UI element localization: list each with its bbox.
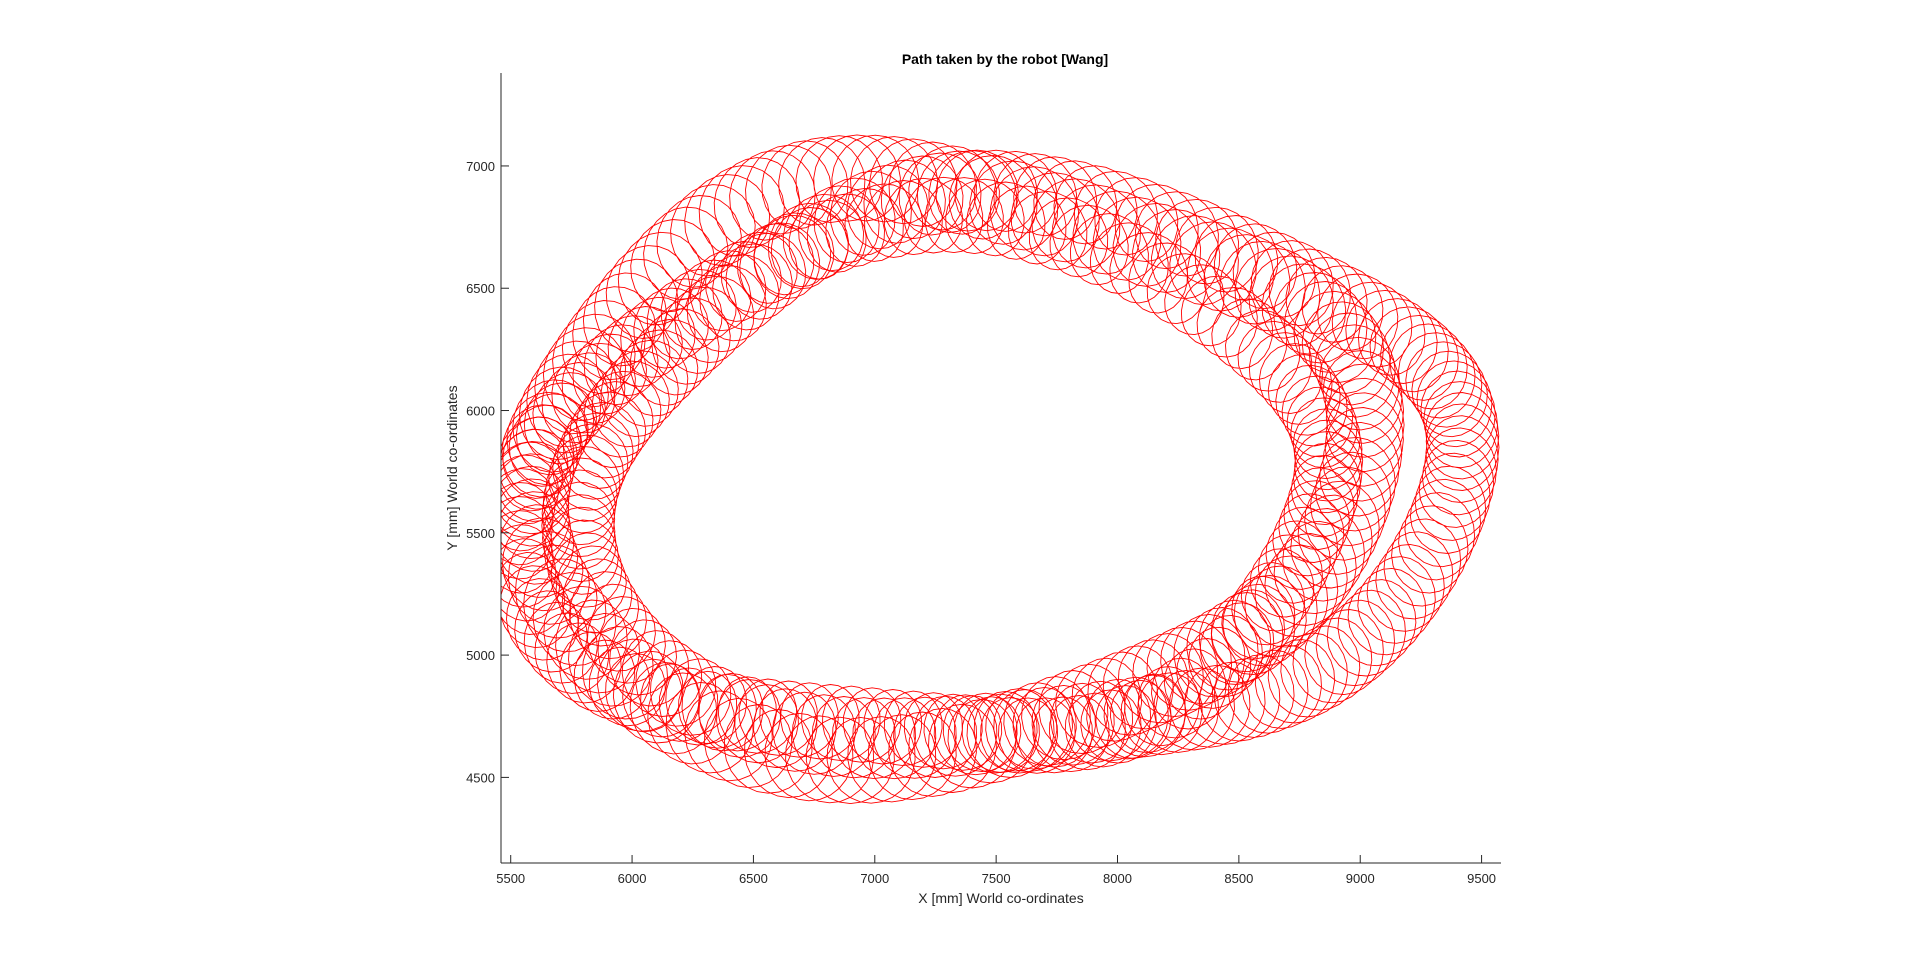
x-tick-label: 7000 bbox=[860, 871, 889, 886]
x-axis-label: X [mm] World co-ordinates bbox=[918, 890, 1083, 906]
y-tick-label: 6000 bbox=[466, 404, 495, 419]
x-tick-label: 9500 bbox=[1467, 871, 1496, 886]
robot-path-line bbox=[501, 134, 1405, 805]
x-tick-label: 6000 bbox=[618, 871, 647, 886]
x-tick-label: 5500 bbox=[496, 871, 525, 886]
x-tick-label: 8500 bbox=[1224, 871, 1253, 886]
x-tick-label: 9000 bbox=[1346, 871, 1375, 886]
x-axis-ticks: 5500 6000 6500 7000 7500 8000 8500 9000 9500 bbox=[496, 855, 1496, 886]
robot-path-line bbox=[501, 176, 1364, 774]
y-tick-label: 5500 bbox=[466, 526, 495, 541]
x-tick-label: 6500 bbox=[739, 871, 768, 886]
y-tick-label: 5000 bbox=[466, 648, 495, 663]
x-tick-label: 7500 bbox=[982, 871, 1011, 886]
x-tick-label: 8000 bbox=[1103, 871, 1132, 886]
robot-path-series bbox=[501, 134, 1500, 805]
robot-path-line bbox=[541, 149, 1500, 780]
y-tick-label: 6500 bbox=[466, 281, 495, 296]
y-tick-label: 4500 bbox=[466, 770, 495, 785]
chart-title: Path taken by the robot [Wang] bbox=[902, 51, 1108, 67]
y-axis-ticks: 4500 5000 5500 6000 6500 7000 bbox=[466, 159, 509, 785]
y-axis-label: Y [mm] World co-ordinates bbox=[444, 385, 460, 550]
y-tick-label: 7000 bbox=[466, 159, 495, 174]
